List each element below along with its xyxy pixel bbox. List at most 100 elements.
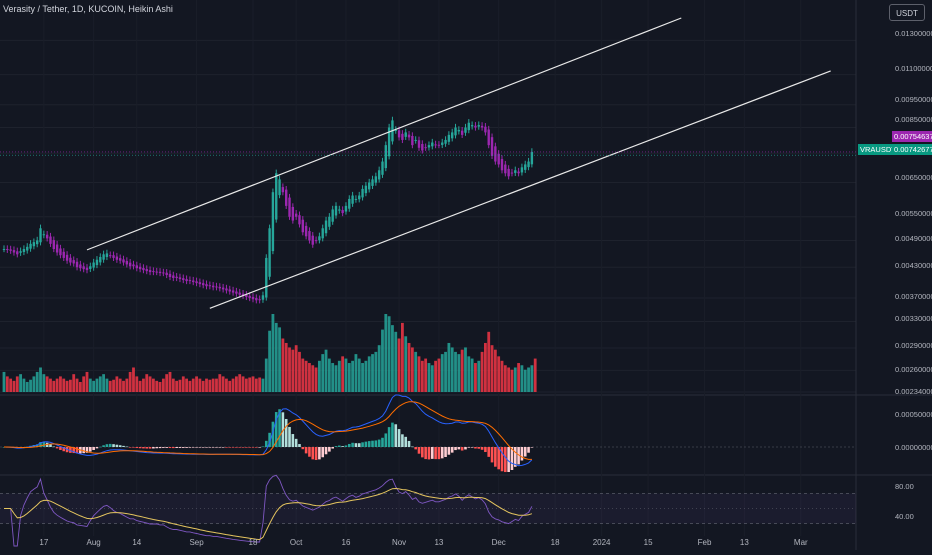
macd-histogram-bar xyxy=(374,440,378,447)
volume-bar xyxy=(82,376,86,392)
rsi-tick-label: 80.00 xyxy=(895,482,914,491)
candle-body xyxy=(168,273,172,278)
candle-body xyxy=(211,285,215,288)
price-tick-label: 0.00370000 xyxy=(895,292,932,301)
price-tick-label: 0.00260000 xyxy=(895,365,932,374)
volume-bar xyxy=(371,354,374,392)
volume-bar xyxy=(301,358,305,392)
candle-body xyxy=(105,253,109,257)
volume-bar xyxy=(191,378,195,392)
volume-bar xyxy=(434,360,437,392)
macd-histogram-bar xyxy=(69,447,72,453)
volume-bar xyxy=(298,351,301,392)
candle-body xyxy=(132,264,135,267)
volume-bar xyxy=(364,360,368,392)
volume-bar xyxy=(424,358,428,392)
volume-bar xyxy=(231,378,235,392)
volume-bar xyxy=(218,374,222,392)
candle-body xyxy=(29,243,32,249)
date-tick-label: 17 xyxy=(39,538,48,547)
candle-body xyxy=(444,139,447,144)
volume-bar xyxy=(344,358,348,392)
volume-bar xyxy=(470,358,474,392)
macd-histogram-bar xyxy=(513,447,517,467)
macd-histogram-bar xyxy=(278,409,281,447)
macd-histogram-bar xyxy=(284,418,288,447)
macd-histogram-bar xyxy=(414,447,417,450)
price-tick-label: 0.00290000 xyxy=(895,341,932,350)
volume-bar xyxy=(351,360,354,392)
volume-bar xyxy=(5,376,9,392)
volume-bar xyxy=(457,354,461,392)
macd-histogram-bar xyxy=(460,447,464,451)
macd-histogram-bar xyxy=(480,447,484,450)
volume-bar xyxy=(444,351,447,392)
macd-histogram-bar xyxy=(523,447,527,457)
volume-bar xyxy=(142,378,145,392)
volume-bar xyxy=(520,365,524,392)
volume-bar xyxy=(258,377,262,392)
candle-body xyxy=(358,195,361,200)
volume-bar xyxy=(357,358,361,392)
candle-body xyxy=(381,161,384,175)
volume-bar xyxy=(308,363,311,392)
candle-body xyxy=(324,220,328,234)
macd-histogram-bar xyxy=(520,447,524,461)
candle-body xyxy=(208,285,212,287)
macd-histogram-bar xyxy=(274,412,278,447)
volume-bar xyxy=(327,358,331,392)
macd-histogram-bar xyxy=(344,445,348,447)
candle-body xyxy=(331,209,334,222)
candle-body xyxy=(311,235,314,245)
volume-bar xyxy=(477,360,481,392)
volume-bar xyxy=(347,363,351,392)
macd-histogram-bar xyxy=(158,447,162,449)
volume-bar xyxy=(304,360,308,392)
volume-bar xyxy=(394,331,398,392)
candle-body xyxy=(238,292,241,295)
volume-bar xyxy=(493,349,497,392)
volume-bar xyxy=(331,363,335,392)
candle-body xyxy=(188,280,192,282)
macd-histogram-bar xyxy=(314,447,318,461)
volume-bar xyxy=(401,322,404,392)
candle-body xyxy=(202,283,205,286)
candle-body xyxy=(417,140,421,148)
macd-histogram-bar xyxy=(321,447,325,458)
macd-histogram-bar xyxy=(304,447,308,454)
macd-histogram-bar xyxy=(185,447,188,448)
volume-bar xyxy=(165,374,169,392)
candle-body xyxy=(470,125,474,127)
volume-bar xyxy=(135,376,139,392)
volume-bar xyxy=(487,331,491,392)
candle-body xyxy=(441,142,444,145)
volume-bar xyxy=(447,342,451,392)
volume-bar xyxy=(145,374,149,392)
macd-histogram-bar xyxy=(391,422,394,447)
volume-bar xyxy=(35,371,39,392)
macd-histogram-bar xyxy=(42,441,46,447)
volume-bar xyxy=(248,377,252,392)
volume-bar xyxy=(517,363,520,392)
macd-histogram-bar xyxy=(201,447,205,448)
macd-histogram-bar xyxy=(228,447,232,448)
macd-histogram-bar xyxy=(215,447,218,448)
macd-histogram-bar xyxy=(334,446,338,447)
volume-bar xyxy=(507,367,511,392)
volume-bar xyxy=(278,327,281,392)
volume-bar xyxy=(288,347,291,392)
candle-body xyxy=(175,276,178,279)
price-tick-label: 0.00330000 xyxy=(895,314,932,323)
volume-bar xyxy=(387,316,391,392)
candle-body xyxy=(22,248,26,252)
candle-body xyxy=(231,290,235,293)
candle-body xyxy=(225,288,228,291)
macd-histogram-bar xyxy=(145,447,149,449)
volume-bar xyxy=(22,378,26,392)
candle-body xyxy=(427,145,431,148)
currency-button[interactable]: USDT xyxy=(889,4,925,21)
volume-bar xyxy=(215,378,218,392)
volume-bar xyxy=(148,376,152,392)
volume-bar xyxy=(238,374,242,392)
